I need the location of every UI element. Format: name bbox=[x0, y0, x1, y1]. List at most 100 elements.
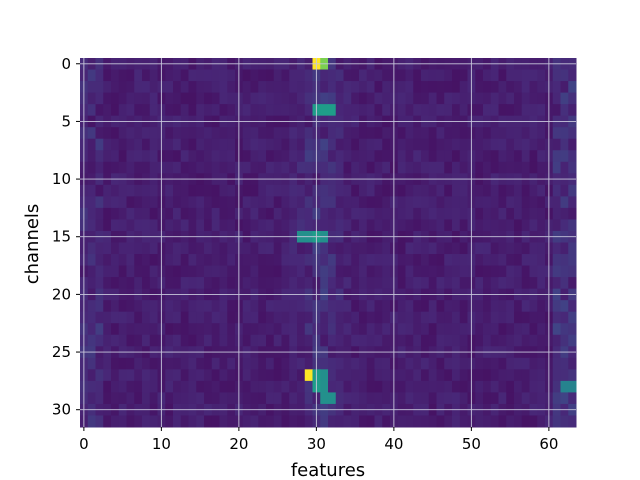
heatmap-cell bbox=[134, 300, 143, 313]
heatmap-cell bbox=[87, 138, 96, 151]
heatmap-cell bbox=[250, 265, 259, 278]
heatmap-cell bbox=[506, 369, 515, 382]
heatmap-cell bbox=[560, 138, 569, 151]
heatmap-cell bbox=[459, 196, 468, 209]
heatmap-cell bbox=[165, 265, 174, 278]
heatmap-cell bbox=[289, 104, 298, 117]
heatmap-cell bbox=[103, 104, 112, 117]
heatmap-cell bbox=[273, 415, 282, 428]
heatmap-cell bbox=[351, 300, 360, 313]
heatmap-cell bbox=[258, 334, 267, 347]
heatmap-cell bbox=[351, 380, 360, 393]
heatmap-cell bbox=[560, 219, 569, 232]
heatmap-cell bbox=[304, 242, 313, 255]
heatmap-cell bbox=[304, 161, 313, 174]
heatmap-cell bbox=[126, 357, 135, 370]
heatmap-cell bbox=[188, 242, 197, 255]
heatmap-cell bbox=[103, 380, 112, 393]
heatmap-cell bbox=[351, 81, 360, 94]
heatmap-cell bbox=[498, 219, 507, 232]
heatmap-cell bbox=[134, 92, 143, 105]
heatmap-cell bbox=[118, 334, 127, 347]
heatmap-cell bbox=[304, 219, 313, 232]
heatmap-cell bbox=[366, 196, 375, 209]
heatmap-cell bbox=[483, 219, 492, 232]
heatmap-cell bbox=[134, 242, 143, 255]
heatmap-cell bbox=[196, 300, 205, 313]
heatmap-cell bbox=[405, 277, 414, 290]
heatmap-cell bbox=[552, 300, 561, 313]
x-tick-label: 20 bbox=[229, 435, 248, 453]
heatmap-cell bbox=[320, 150, 329, 163]
heatmap-cell bbox=[366, 161, 375, 174]
heatmap-cell bbox=[111, 334, 120, 347]
heatmap-cell bbox=[374, 334, 383, 347]
heatmap-cell bbox=[452, 311, 461, 324]
heatmap-cell bbox=[134, 392, 143, 405]
heatmap-cell bbox=[537, 242, 546, 255]
heatmap-cell bbox=[444, 380, 453, 393]
heatmap-cell bbox=[351, 127, 360, 140]
heatmap-cell bbox=[444, 369, 453, 382]
heatmap-cell bbox=[250, 357, 259, 370]
heatmap-cell bbox=[421, 334, 430, 347]
heatmap-cell bbox=[552, 254, 561, 267]
heatmap-cell bbox=[266, 196, 275, 209]
heatmap-cell bbox=[134, 69, 143, 82]
heatmap-cell bbox=[560, 81, 569, 94]
heatmap-cell bbox=[428, 161, 437, 174]
heatmap-cell bbox=[242, 311, 251, 324]
heatmap-cell bbox=[103, 196, 112, 209]
heatmap-cell bbox=[204, 323, 213, 336]
heatmap-cell bbox=[273, 104, 282, 117]
heatmap-cell bbox=[560, 69, 569, 82]
heatmap-cell bbox=[273, 300, 282, 313]
heatmap-cell bbox=[444, 92, 453, 105]
heatmap-cell bbox=[188, 127, 197, 140]
heatmap-cell bbox=[304, 334, 313, 347]
heatmap-cell bbox=[242, 277, 251, 290]
heatmap-cell bbox=[250, 161, 259, 174]
heatmap-cell bbox=[289, 150, 298, 163]
heatmap-cell bbox=[281, 380, 290, 393]
heatmap-cell bbox=[165, 207, 174, 220]
heatmap-cell bbox=[165, 334, 174, 347]
heatmap-cell bbox=[568, 254, 577, 267]
heatmap-cell bbox=[397, 311, 406, 324]
heatmap-cell bbox=[111, 242, 120, 255]
heatmap-cell bbox=[273, 127, 282, 140]
heatmap-cell bbox=[281, 254, 290, 267]
heatmap-cell bbox=[304, 196, 313, 209]
heatmap-cell bbox=[552, 392, 561, 405]
heatmap-cell bbox=[250, 150, 259, 163]
heatmap-cell bbox=[328, 161, 337, 174]
heatmap-cell bbox=[320, 277, 329, 290]
heatmap-cell bbox=[537, 150, 546, 163]
heatmap-cell bbox=[142, 357, 151, 370]
heatmap-cell bbox=[490, 265, 499, 278]
heatmap-cell bbox=[242, 300, 251, 313]
heatmap-cell bbox=[304, 92, 313, 105]
heatmap-cell bbox=[188, 380, 197, 393]
heatmap-cell bbox=[95, 369, 104, 382]
heatmap-cell bbox=[537, 265, 546, 278]
heatmap-cell bbox=[413, 196, 422, 209]
heatmap-cell bbox=[436, 196, 445, 209]
heatmap-cell bbox=[173, 81, 182, 94]
heatmap-cell bbox=[483, 242, 492, 255]
heatmap-cell bbox=[126, 127, 135, 140]
heatmap-cell bbox=[366, 127, 375, 140]
heatmap-cell bbox=[273, 161, 282, 174]
heatmap-cell bbox=[382, 81, 391, 94]
heatmap-cell bbox=[87, 104, 96, 117]
heatmap-cell bbox=[537, 300, 546, 313]
heatmap-cell bbox=[281, 150, 290, 163]
heatmap-cell bbox=[351, 415, 360, 428]
heatmap-cell bbox=[196, 69, 205, 82]
heatmap-cell bbox=[188, 219, 197, 232]
heatmap-cell bbox=[374, 104, 383, 117]
heatmap-cell bbox=[452, 138, 461, 151]
heatmap-cell bbox=[149, 311, 158, 324]
heatmap-cell bbox=[126, 81, 135, 94]
heatmap-cell bbox=[188, 311, 197, 324]
